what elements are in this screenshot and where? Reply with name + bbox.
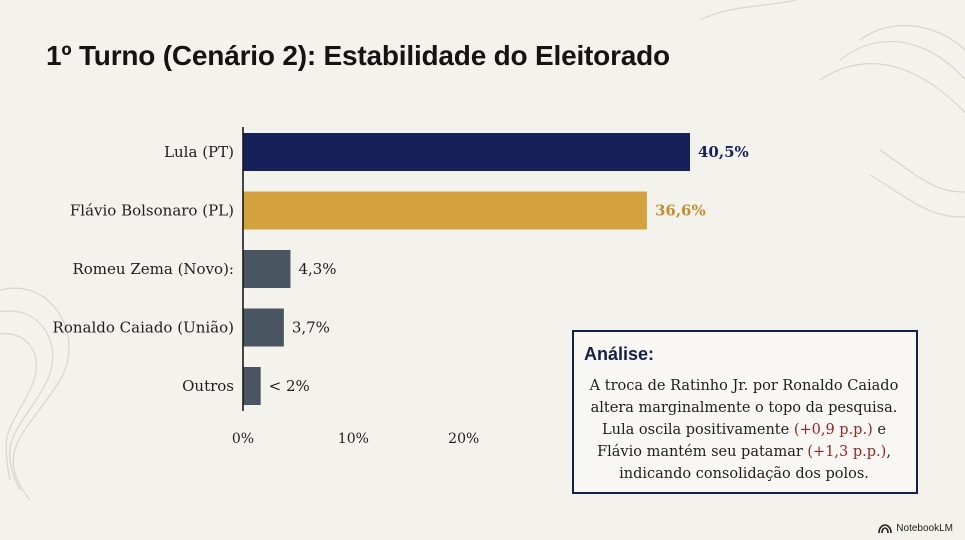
bar-1 bbox=[243, 133, 690, 171]
value-label-3: 4,3% bbox=[298, 260, 336, 278]
value-label-4: 3,7% bbox=[292, 319, 330, 337]
value-label-5: < 2% bbox=[269, 377, 310, 395]
analysis-box: Análise: A troca de Ratinho Jr. por Rona… bbox=[572, 330, 918, 494]
analysis-heading: Análise: bbox=[584, 344, 655, 364]
bar-2 bbox=[243, 191, 647, 230]
analysis-text-part-2: e Flávio mantém seu patamar bbox=[597, 422, 886, 460]
page-title: 1º Turno (Cenário 2): Estabilidade do El… bbox=[46, 40, 670, 71]
brand-label: NotebookLM bbox=[896, 523, 953, 534]
value-label-2: 36,6% bbox=[655, 202, 706, 220]
bar-5 bbox=[243, 367, 261, 405]
x-tick-label-2: 10% bbox=[338, 431, 369, 447]
value-label-1: 40,5% bbox=[698, 143, 749, 161]
x-tick-label-3: 20% bbox=[448, 431, 479, 447]
category-label-5: Outros bbox=[182, 377, 234, 395]
flavio-change-highlight: (+1,3 p.p.) bbox=[807, 444, 887, 460]
analysis-text-part-3: , indicando consolidação dos polos. bbox=[619, 444, 891, 482]
category-label-2: Flávio Bolsonaro (PL) bbox=[70, 202, 234, 220]
category-label-4: Ronaldo Caiado (União) bbox=[53, 319, 234, 337]
analysis-text-part-1: A troca de Ratinho Jr. por Ronaldo Caiad… bbox=[589, 378, 899, 438]
bar-3 bbox=[243, 250, 291, 288]
category-label-1: Lula (PT) bbox=[164, 143, 234, 161]
brand-footer: NotebookLM bbox=[878, 523, 953, 534]
bar-4 bbox=[243, 308, 284, 347]
category-label-3: Romeu Zema (Novo): bbox=[72, 260, 234, 278]
lula-change-highlight: (+0,9 p.p.) bbox=[793, 422, 873, 438]
x-tick-label-1: 0% bbox=[232, 431, 254, 447]
notebooklm-logo-icon bbox=[878, 523, 893, 533]
analysis-text: A troca de Ratinho Jr. por Ronaldo Caiad… bbox=[584, 375, 904, 485]
